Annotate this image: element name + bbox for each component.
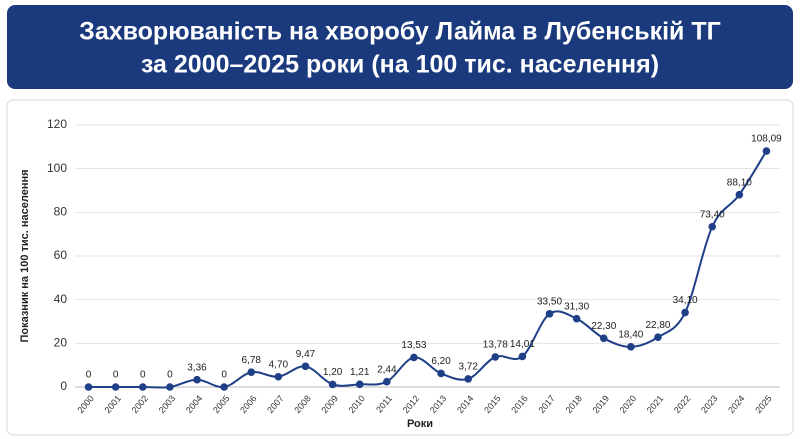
data-label: 9,47 [296,349,316,360]
data-label: 0 [113,370,119,381]
x-axis-title: Роки [407,418,433,430]
data-point [193,375,201,384]
data-label: 13,78 [483,340,508,351]
data-label: 6,78 [242,355,262,366]
data-point [491,353,500,361]
data-point [654,333,662,342]
data-point [735,190,744,199]
data-label: 0 [167,370,173,381]
data-label: 0 [221,370,227,381]
data-point [274,372,283,381]
data-point [328,380,337,389]
data-point [111,383,120,391]
data-point [518,352,527,361]
data-label: 4,70 [269,359,289,370]
data-point [599,334,608,343]
data-point [708,222,717,231]
data-label: 3,72 [458,362,478,373]
data-label: 88,10 [727,177,752,188]
y-tick-label: 20 [54,336,68,350]
data-point [627,343,635,351]
data-point [437,369,445,378]
data-label: 108,09 [751,134,782,145]
data-label: 3,36 [187,362,207,373]
data-point [301,362,310,371]
data-label: 0 [86,370,92,381]
data-label: 22,30 [591,321,616,332]
data-label: 14,01 [510,339,535,350]
data-point [572,314,581,323]
data-label: 13,53 [401,340,426,351]
y-tick-label: 80 [54,205,68,219]
data-point [84,383,93,391]
data-point [383,377,391,386]
data-label: 73,40 [700,209,725,220]
data-label: 1,20 [323,367,343,378]
chart-title: за 2000–2025 роки (на 100 тис. населення… [141,51,659,79]
data-label: 1,21 [350,367,370,378]
data-point [681,308,689,317]
y-tick-label: 120 [47,117,67,131]
data-point [247,368,256,376]
data-label: 0 [140,370,146,381]
chart-title: Захворюваність на хворобу Лайма в Лубенс… [79,18,721,46]
data-label: 31,30 [564,301,589,312]
data-label: 18,40 [618,329,643,340]
data-label: 34,10 [673,295,698,306]
y-axis-title: Показник на 100 тис. населення [19,169,31,342]
y-tick-label: 0 [60,379,67,393]
y-tick-label: 40 [54,292,68,306]
y-tick-label: 60 [54,248,68,262]
title-banner [7,5,793,89]
data-point [355,380,364,389]
data-point [138,383,147,391]
data-point [410,353,418,362]
data-label: 2,44 [377,364,397,375]
data-point [220,383,228,391]
data-point [464,375,472,383]
data-point [166,383,174,391]
data-label: 22,80 [645,320,670,331]
chart-panel [6,99,794,436]
data-point [762,147,771,155]
data-point [545,310,554,318]
data-label: 33,50 [537,296,562,307]
y-tick-label: 100 [47,161,67,175]
data-label: 6,20 [431,356,451,367]
